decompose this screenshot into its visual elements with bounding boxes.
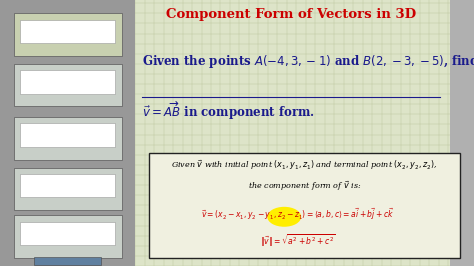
Bar [13, 215, 121, 258]
Text: the component form of $\vec{v}$ is:: the component form of $\vec{v}$ is: [248, 180, 361, 193]
Text: $\|\vec{v}\| = \sqrt{a^2 + b^2 + c^2}$: $\|\vec{v}\| = \sqrt{a^2 + b^2 + c^2}$ [260, 233, 336, 249]
Text: Given the points $A(-4, 3, -1)$ and $B(2, -3, -5)$, find: Given the points $A(-4, 3, -1)$ and $B(2… [142, 53, 474, 70]
Text: $\vec{v} = (x_2 - x_1, y_2 - y_1, z_2 - z_1) = \langle a, b, c \rangle = a\vec{i: $\vec{v} = (x_2 - x_1, y_2 - y_1, z_2 - … [201, 206, 394, 222]
Bar [13, 168, 121, 210]
Text: Component Form of Vectors in 3D: Component Form of Vectors in 3D [166, 8, 416, 21]
Bar [20, 20, 115, 43]
Bar [13, 117, 121, 160]
Bar [34, 257, 101, 265]
Text: Given $\vec{v}$ with initial point $(x_1, y_1, z_1)$ and terminal point $(x_2, y: Given $\vec{v}$ with initial point $(x_1… [172, 158, 438, 172]
Bar [450, 0, 474, 266]
Bar [149, 153, 460, 258]
Bar [20, 222, 115, 245]
Text: $\vec{v} = \overrightarrow{AB}$ in component form.: $\vec{v} = \overrightarrow{AB}$ in compo… [142, 100, 315, 122]
Bar [20, 123, 115, 147]
Bar [20, 174, 115, 197]
Bar [13, 13, 121, 56]
Bar [20, 70, 115, 94]
Ellipse shape [267, 207, 301, 227]
Bar [13, 64, 121, 106]
